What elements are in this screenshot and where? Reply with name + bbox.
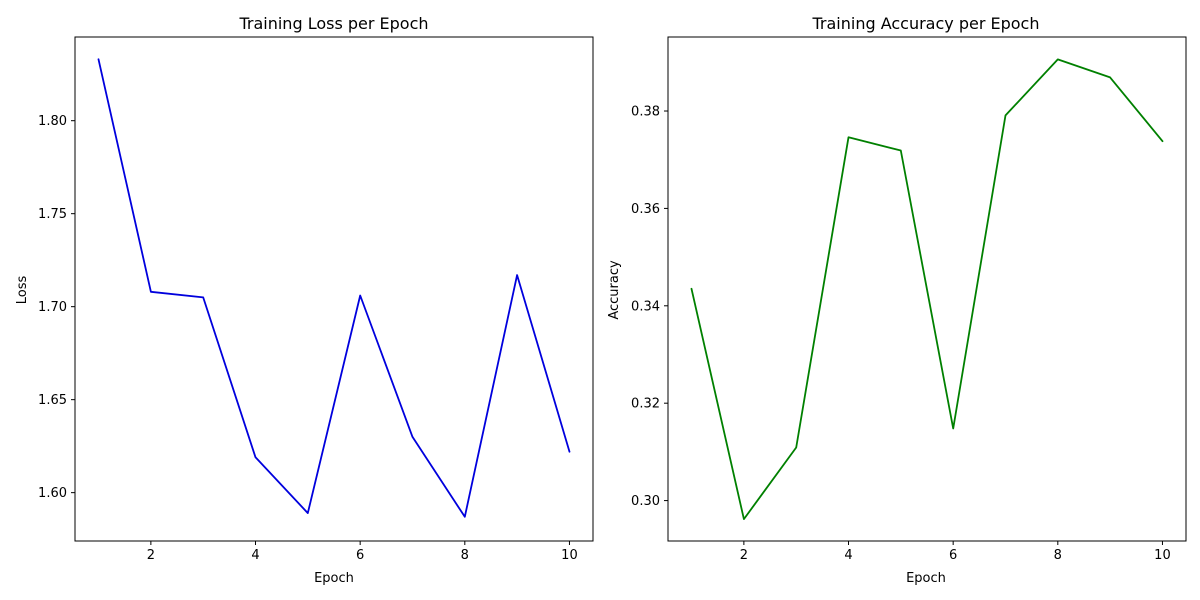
y-axis-label: Accuracy — [607, 260, 622, 320]
series-line — [97, 58, 571, 518]
x-tick-label: 6 — [949, 548, 957, 563]
y-tick-label: 1.80 — [38, 114, 67, 129]
axes-frame — [667, 36, 1187, 542]
y-tick-label: 0.34 — [631, 299, 660, 314]
y-tick-label: 0.38 — [631, 105, 660, 120]
x-tick-label: 10 — [561, 548, 578, 563]
x-tick-label: 4 — [844, 548, 852, 563]
y-tick-label: 1.60 — [38, 486, 67, 501]
accuracy-chart: Training Accuracy per Epoch Epoch Accura… — [607, 14, 1187, 586]
y-tick-label: 1.65 — [38, 393, 67, 408]
x-axis-label: Epoch — [314, 571, 354, 586]
y-tick-label: 0.30 — [631, 494, 660, 509]
axes-frame — [74, 36, 594, 542]
y-tick-label: 1.70 — [38, 300, 67, 315]
y-tick-label: 1.75 — [38, 207, 67, 222]
chart-title: Training Loss per Epoch — [238, 14, 428, 33]
x-tick-label: 6 — [356, 548, 364, 563]
series-line — [690, 58, 1164, 520]
y-tick-label: 0.36 — [631, 202, 660, 217]
x-tick-label: 10 — [1154, 548, 1171, 563]
x-tick-label: 8 — [461, 548, 469, 563]
x-tick-label: 4 — [251, 548, 259, 563]
chart-title: Training Accuracy per Epoch — [811, 14, 1039, 33]
x-axis-label: Epoch — [906, 571, 946, 586]
y-tick-label: 0.32 — [631, 397, 660, 412]
x-tick-label: 2 — [740, 548, 748, 563]
x-tick-label: 8 — [1054, 548, 1062, 563]
loss-chart: Training Loss per Epoch Epoch Loss 2 4 6 8 1… — [15, 14, 594, 586]
y-axis-label: Loss — [15, 276, 30, 305]
x-tick-label: 2 — [147, 548, 155, 563]
